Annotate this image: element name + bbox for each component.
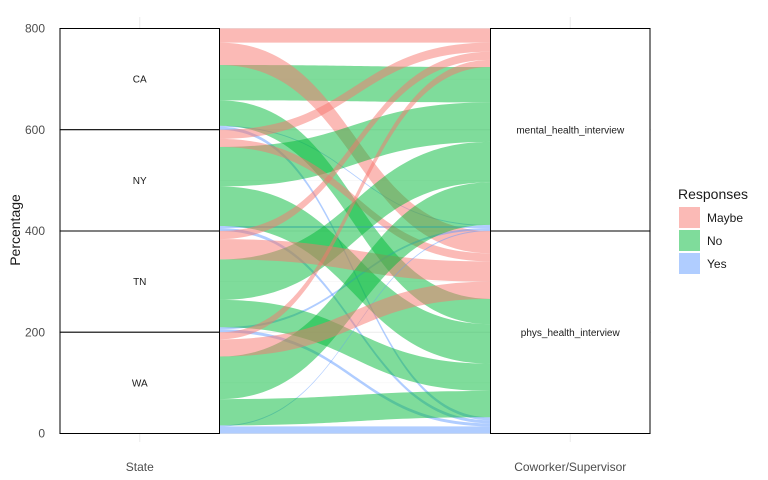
x-tick-label-coworker-supervisor: Coworker/Supervisor bbox=[514, 460, 626, 474]
legend-key-maybe bbox=[679, 207, 700, 228]
stratum-wa bbox=[59, 331, 220, 434]
flow-tn-no-phys-health-interview bbox=[219, 299, 491, 391]
flow-tn-yes-phys-health-interview bbox=[219, 329, 491, 427]
strata-layer: CA NY TN WA mental_health_interview phys_heal… bbox=[59, 28, 651, 434]
stratum-tn bbox=[59, 230, 220, 333]
y-tick-label: 200 bbox=[25, 325, 45, 339]
flow-wa-yes-phys-health-interview bbox=[219, 426, 491, 434]
stratum-label-ny: NY bbox=[133, 176, 147, 187]
y-tick-label: 400 bbox=[25, 224, 45, 238]
flow-tn-maybe-phys-health-interview bbox=[219, 239, 491, 282]
legend-key-yes bbox=[679, 253, 700, 274]
flow-ca-yes-mental-health-interview bbox=[219, 125, 491, 226]
legend-label-no: No bbox=[707, 234, 723, 248]
x-tick-label-state: State bbox=[126, 460, 154, 474]
flow-ny-maybe-mental-health-interview bbox=[219, 42, 491, 139]
legend-items: Maybe No Yes bbox=[679, 207, 743, 274]
stratum-label-tn: TN bbox=[133, 277, 146, 288]
flow-wa-maybe-phys-health-interview bbox=[219, 281, 491, 357]
legend-label-yes: Yes bbox=[707, 257, 727, 271]
stratum-label-wa: WA bbox=[132, 378, 148, 389]
stratum-label-ca: CA bbox=[133, 75, 147, 86]
axis-layer: 0 200 400 600 800 State Coworker/Supervisor bbox=[25, 22, 626, 475]
stratum-ny bbox=[59, 129, 220, 232]
y-tick-label: 600 bbox=[25, 123, 45, 137]
y-tick-label: 0 bbox=[38, 427, 45, 441]
y-axis-title: Percentage bbox=[7, 194, 23, 266]
flow-wa-yes-mental-health-interview bbox=[219, 229, 491, 427]
legend-key-no bbox=[679, 230, 700, 251]
flow-ca-maybe-mental-health-interview bbox=[219, 28, 491, 43]
stratum-label-phys-health-interview: phys_health_interview bbox=[521, 328, 621, 339]
flow-wa-maybe-mental-health-interview bbox=[219, 59, 491, 340]
flow-layer bbox=[219, 28, 491, 434]
stratum-mental-health-interview bbox=[490, 28, 651, 232]
y-tick-label: 800 bbox=[25, 22, 45, 36]
legend-title: Responses bbox=[678, 186, 748, 202]
legend: Responses Maybe No Yes bbox=[678, 186, 748, 274]
flow-tn-maybe-mental-health-interview bbox=[219, 51, 491, 240]
stratum-ca bbox=[59, 28, 220, 131]
stratum-label-mental-health-interview: mental_health_interview bbox=[516, 125, 625, 136]
stratum-phys-health-interview bbox=[490, 230, 651, 434]
legend-label-maybe: Maybe bbox=[707, 211, 743, 225]
flow-wa-no-phys-health-interview bbox=[219, 390, 491, 426]
